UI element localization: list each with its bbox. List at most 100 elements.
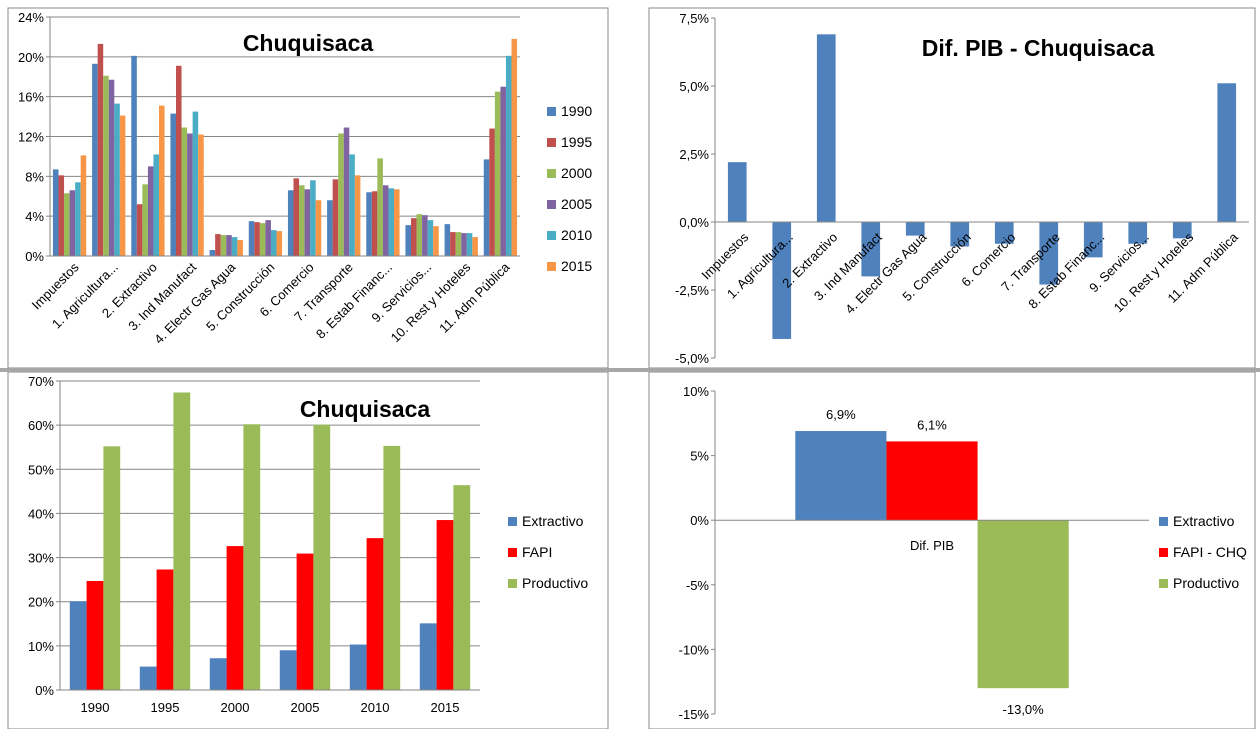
bar — [296, 553, 314, 690]
y-tick-label: 0% — [25, 249, 44, 264]
bar — [816, 34, 836, 222]
bar — [886, 441, 978, 521]
bar — [349, 154, 355, 256]
bar — [315, 200, 322, 256]
bar — [343, 127, 350, 256]
bar — [92, 63, 98, 256]
legend-label: 2000 — [561, 165, 592, 181]
y-tick-label: 4% — [25, 209, 44, 224]
bar — [994, 222, 1014, 244]
bar — [103, 75, 109, 256]
bar — [489, 128, 495, 256]
legend-label: Productivo — [1173, 575, 1239, 591]
chart-sector-shares: 0% 4% 8% 12% 16% 20% 24% Impuestos 1. Agricultur… — [0, 0, 615, 368]
y-tick-label: 0% — [690, 513, 709, 528]
bar — [131, 55, 137, 257]
chart-group-difference-svg: -15% -10% -5% 0% 5% 10% Dif. PIB Extractivo FAPI… — [648, 372, 1256, 729]
bar — [187, 133, 193, 256]
chart-gdp-difference: -5,0% -2,5% 0,0% 2,5% 5,0% 7,5% Impuestos 1. Ag… — [629, 0, 1260, 368]
y-tick-label: -5,0% — [675, 351, 709, 366]
x-tick-label: 10. Rest y Hoteles — [1111, 229, 1197, 315]
legend-label: Extractivo — [1173, 513, 1235, 529]
bar — [366, 192, 372, 256]
y-tick-label: 24% — [18, 10, 44, 25]
bar — [192, 111, 199, 257]
x-tick-label: 8. Estab Financ... — [1025, 230, 1107, 312]
bar — [977, 520, 1069, 689]
bar — [338, 133, 344, 256]
bar — [64, 193, 70, 256]
bar — [293, 178, 300, 256]
bar — [416, 214, 423, 256]
bar — [119, 115, 126, 257]
bar — [472, 237, 478, 256]
bar — [366, 538, 384, 690]
bar — [226, 235, 232, 256]
legend-swatch — [508, 579, 517, 588]
y-tick-label: -2,5% — [675, 283, 709, 298]
y-tick-label: 0% — [35, 683, 54, 698]
bar — [108, 79, 115, 256]
bar — [270, 230, 277, 256]
bar — [461, 233, 467, 256]
chart-group-difference: -15% -10% -5% 0% 5% 10% Dif. PIB Extractivo FAPI… — [629, 372, 1260, 729]
bar — [215, 234, 221, 256]
bar — [173, 392, 191, 690]
bar — [1128, 222, 1148, 244]
bar — [511, 38, 518, 257]
legend-swatch — [547, 231, 556, 240]
bar — [175, 65, 182, 256]
x-tick-label: 2015 — [431, 700, 460, 715]
bar — [181, 127, 188, 256]
bar — [394, 189, 400, 256]
bar — [159, 105, 165, 256]
x-tick-label: 2000 — [221, 700, 250, 715]
bar — [209, 658, 227, 690]
y-tick-label: 70% — [28, 374, 54, 389]
bar — [170, 113, 176, 257]
legend-swatch — [547, 107, 556, 116]
bar — [97, 43, 104, 257]
bar — [444, 224, 451, 256]
y-tick-label: 20% — [28, 595, 54, 610]
bar — [226, 546, 244, 690]
bar — [405, 225, 411, 256]
y-tick-label: 10% — [683, 384, 709, 399]
bar — [419, 623, 437, 690]
bar — [310, 180, 316, 256]
bar — [349, 644, 367, 690]
bar — [727, 162, 747, 222]
y-tick-label: 7,5% — [679, 11, 709, 26]
legend-label: 2015 — [561, 258, 592, 274]
bar — [259, 223, 266, 256]
data-label: -13,0% — [1003, 702, 1045, 717]
x-tick-label: 1995 — [151, 700, 180, 715]
bar — [1083, 222, 1103, 258]
bar — [276, 231, 283, 256]
bar — [304, 189, 311, 256]
bar — [136, 204, 143, 256]
x-tick-label: 2005 — [291, 700, 320, 715]
legend-label: FAPI — [522, 544, 552, 560]
y-tick-label: 2,5% — [679, 147, 709, 162]
bar — [114, 103, 120, 256]
y-tick-label: 16% — [18, 90, 44, 105]
bar — [354, 175, 361, 256]
bar — [427, 220, 434, 256]
bar — [327, 200, 333, 256]
bar — [52, 169, 59, 256]
legend-label: Extractivo — [522, 513, 584, 529]
legend-label: 2005 — [561, 196, 592, 212]
bar — [795, 431, 887, 521]
legend-label: FAPI - CHQ — [1173, 544, 1247, 560]
legend-label: Productivo — [522, 575, 588, 591]
bar — [139, 666, 157, 690]
bar — [422, 215, 428, 256]
bar — [410, 218, 417, 256]
legend-label: 1990 — [561, 103, 592, 119]
y-tick-label: 5,0% — [679, 79, 709, 94]
bar — [265, 220, 271, 256]
bar — [1217, 83, 1237, 222]
bar — [198, 134, 204, 256]
legend-swatch — [547, 200, 556, 209]
